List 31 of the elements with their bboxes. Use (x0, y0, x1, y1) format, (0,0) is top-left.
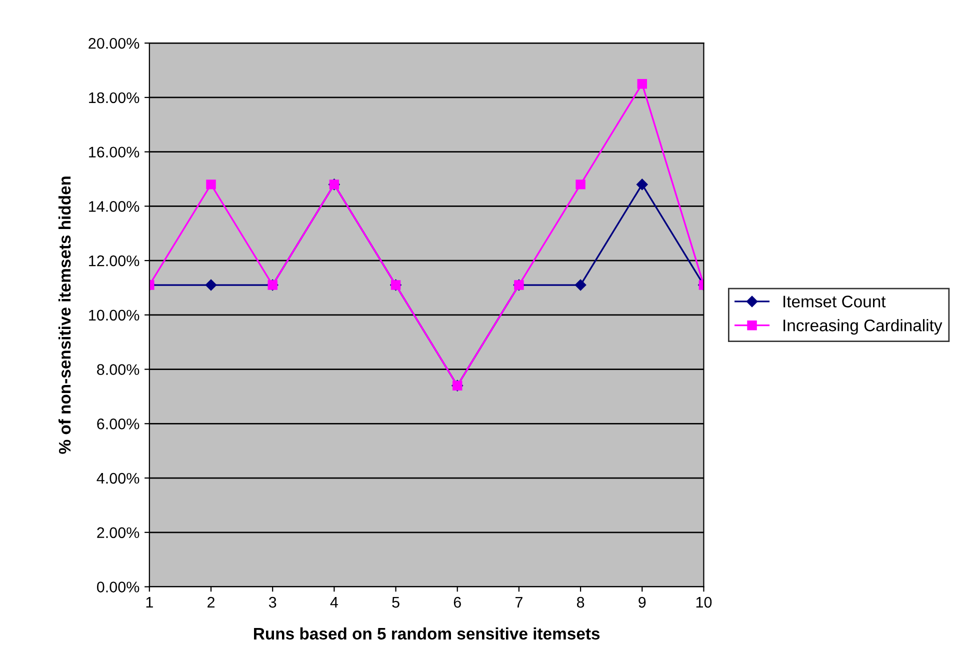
point (205, 279, 217, 291)
point (637, 79, 647, 89)
y-tick-label: 0.00% (96, 582, 140, 592)
y-tick-label: 14.00% (89, 201, 140, 212)
x-tick-label: 1 (146, 597, 153, 608)
x-axis-title: Runs based on 5 random sensitive itemsets (254, 627, 600, 640)
x-tick-label: 4 (330, 597, 338, 608)
legend-label: Increasing Cardinality (784, 319, 942, 335)
y-tick-label: 8.00% (97, 364, 140, 375)
x-tick-label: 8 (576, 596, 584, 608)
x-tick-label: 9 (638, 596, 646, 608)
y-tick-label: 4.00% (96, 472, 140, 484)
point (636, 178, 648, 190)
x-tick-label: 5 (392, 597, 400, 608)
point (576, 180, 586, 190)
x-tick-label: 7 (515, 597, 522, 608)
x-tick-label: 6 (454, 596, 461, 608)
y-tick-label: 12.00% (89, 255, 140, 266)
y-tick-label: 16.00% (89, 146, 140, 158)
x-tick-label: 2 (208, 596, 214, 608)
y-tick-label: 6.00% (97, 418, 140, 430)
x-tick-label: 3 (268, 596, 276, 608)
y-tick-label: 2.00% (97, 527, 140, 538)
y-tick-label: 10.00% (89, 310, 140, 321)
y-tick-label: 20.00% (88, 38, 140, 49)
x-tick-label: 10 (696, 596, 712, 608)
legend-label: Itemset Count (784, 296, 886, 308)
y-axis-title: % of non-sensitive itemsets hidden (58, 176, 71, 454)
point (206, 180, 216, 190)
point (574, 279, 586, 291)
y-tick-label: 18.00% (89, 92, 140, 104)
